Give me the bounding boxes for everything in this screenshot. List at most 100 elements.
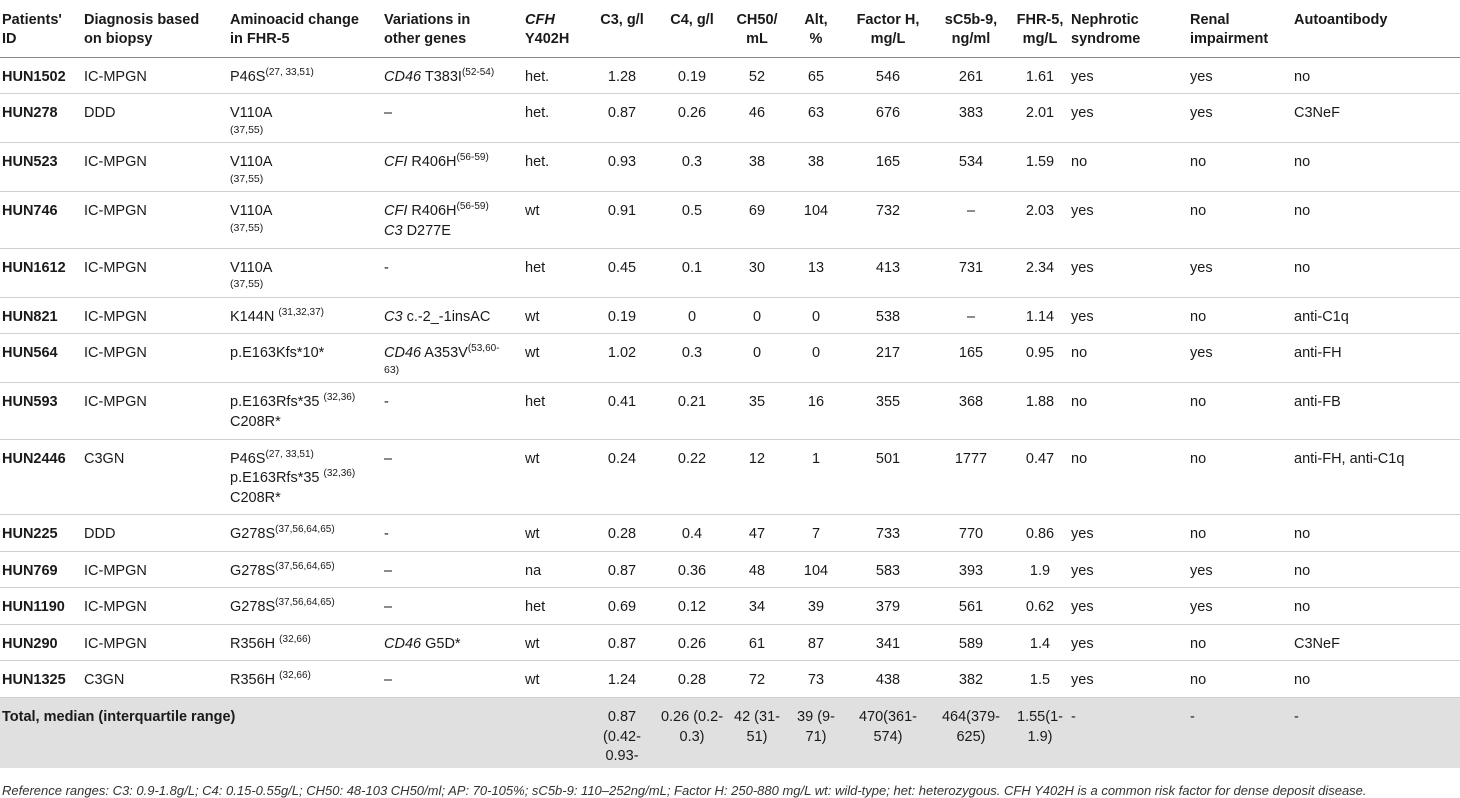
cfh-y402h: wt bbox=[525, 450, 540, 467]
aminoacid-change: P46S bbox=[230, 68, 266, 85]
table-footnote: Reference ranges: C3: 0.9-1.8g/L; C4: 0.… bbox=[2, 782, 1367, 798]
fhr5-cell: 1.14 bbox=[1011, 297, 1069, 335]
autoantibody-cell: no bbox=[1292, 514, 1460, 552]
total-fh: 470(361-574) bbox=[858, 709, 918, 745]
sc5b9-cell: 382 bbox=[931, 660, 1011, 698]
factor-h-value: 546 bbox=[875, 68, 901, 85]
table-row: HUN225 DDD G278S(37,56,64,65) - wt 0.28 0.4 47 7… bbox=[0, 514, 1460, 552]
autoantibody-cell: no bbox=[1292, 551, 1460, 589]
reference-superscript: (37,56,64,65) bbox=[275, 597, 335, 609]
autoantibody-value: no bbox=[1294, 672, 1311, 689]
fhr5-value: 1.5 bbox=[1029, 672, 1051, 689]
nephrotic-value: no bbox=[1071, 450, 1088, 467]
nephrotic-cell: yes bbox=[1069, 624, 1188, 662]
fhr5-value: 0.86 bbox=[1025, 526, 1055, 543]
diagnosis: IC-MPGN bbox=[84, 635, 147, 652]
aminoacid-cell: R356H (32,66) bbox=[228, 660, 382, 698]
aminoacid-line: G278S(37,56,64,65) bbox=[230, 560, 380, 582]
header-diagnosis: Diagnosis based on biopsy bbox=[82, 0, 228, 58]
cfh-cell: wt bbox=[523, 439, 587, 516]
variation-line: – bbox=[384, 450, 521, 470]
c3-cell: 0.41 bbox=[587, 382, 657, 440]
nephrotic-cell: yes bbox=[1069, 551, 1188, 589]
header-line2: % bbox=[809, 30, 823, 47]
alt-value: 7 bbox=[811, 526, 821, 543]
cfh-y402h: wt bbox=[525, 672, 540, 689]
header-line2: mg/L bbox=[1022, 30, 1058, 47]
diagnosis-cell: IC-MPGN bbox=[82, 624, 228, 662]
reference-line: (37,55) bbox=[230, 278, 264, 291]
factor-h-value: 165 bbox=[875, 154, 901, 171]
reference-superscript: (27, 33,51) bbox=[265, 66, 314, 78]
diagnosis-cell: IC-MPGN bbox=[82, 551, 228, 589]
header-line1: CH50/ bbox=[736, 12, 778, 28]
reference-superscript: (37,56,64,65) bbox=[275, 560, 335, 572]
sc5b9-value: – bbox=[966, 308, 976, 325]
variation-line: C3 D277E bbox=[384, 222, 521, 242]
aminoacid-line: C208R* bbox=[230, 489, 380, 509]
sc5b9-value: 770 bbox=[958, 526, 984, 543]
diagnosis-cell: IC-MPGN bbox=[82, 142, 228, 193]
fhr5-value: 1.14 bbox=[1025, 308, 1055, 325]
diagnosis: C3GN bbox=[84, 672, 125, 689]
c3-cell: 0.87 bbox=[587, 93, 657, 144]
gene-name: CD46 bbox=[384, 635, 422, 652]
c4-value: 0.22 bbox=[677, 450, 707, 467]
factor-h-cell: 732 bbox=[845, 191, 931, 249]
aminoacid-line: P46S(27, 33,51) bbox=[230, 449, 380, 470]
factor-h-value: 501 bbox=[875, 450, 901, 467]
aminoacid-change: G278S bbox=[230, 562, 276, 579]
c4-value: 0 bbox=[687, 308, 697, 325]
c3-value: 0.69 bbox=[607, 599, 637, 616]
fhr5-cell: 2.01 bbox=[1011, 93, 1069, 144]
aminoacid-cell: p.E163Rfs*35 (32,36) C208R* bbox=[228, 382, 382, 440]
ch50-value: 38 bbox=[748, 154, 766, 171]
ch50-value: 46 bbox=[748, 105, 766, 122]
fhr5-value: 0.62 bbox=[1025, 599, 1055, 616]
c3-cell: 0.93 bbox=[587, 142, 657, 193]
gene-name: CFI bbox=[384, 203, 408, 220]
c4-cell: 0.26 bbox=[657, 624, 727, 662]
patient-id-cell: HUN593 bbox=[0, 382, 82, 440]
factor-h-value: 676 bbox=[875, 105, 901, 122]
header-patient-id: Patients' ID bbox=[0, 0, 82, 58]
aminoacid-change: V110A bbox=[230, 105, 273, 122]
reference-line: 63) bbox=[384, 363, 400, 376]
diagnosis: DDD bbox=[84, 526, 116, 543]
aminoacid-line: V110A bbox=[230, 104, 380, 124]
ch50-cell: 30 bbox=[727, 248, 787, 298]
variations-cell: CFI R406H(56-59) C3 D277E bbox=[382, 191, 523, 249]
fhr5-cell: 0.95 bbox=[1011, 333, 1069, 384]
cfh-cell: wt bbox=[523, 660, 587, 698]
cfh-cell: wt bbox=[523, 624, 587, 662]
renal-value: no bbox=[1190, 308, 1207, 325]
alt-cell: 7 bbox=[787, 514, 845, 552]
variation-text: A353V bbox=[421, 345, 468, 362]
factor-h-cell: 165 bbox=[845, 142, 931, 193]
reference-superscript: (53,60- bbox=[467, 343, 500, 355]
variations-cell: C3 c.-2_-1insAC bbox=[382, 297, 523, 335]
patient-table: Patients' ID Diagnosis based on biopsy Amino… bbox=[0, 0, 1460, 768]
cfh-cell: na bbox=[523, 551, 587, 589]
header-sc5b9: sC5b-9, ng/ml bbox=[931, 0, 1011, 58]
patient-id: HUN290 bbox=[2, 635, 58, 652]
c4-value: 0.19 bbox=[677, 68, 707, 85]
ch50-cell: 12 bbox=[727, 439, 787, 516]
factor-h-value: 379 bbox=[875, 599, 901, 616]
nephrotic-value: yes bbox=[1071, 635, 1094, 652]
sc5b9-value: 165 bbox=[958, 345, 984, 362]
cfh-cell: wt bbox=[523, 333, 587, 384]
alt-value: 104 bbox=[803, 203, 829, 220]
cfh-y402h: het bbox=[525, 394, 546, 411]
c3-value: 1.02 bbox=[607, 345, 637, 362]
autoantibody-cell: anti-C1q bbox=[1292, 297, 1460, 335]
reference-line: (37,55) bbox=[230, 172, 264, 185]
variations-cell: – bbox=[382, 93, 523, 144]
ch50-cell: 0 bbox=[727, 297, 787, 335]
header-aminoacid-change: Aminoacid change in FHR-5 bbox=[228, 0, 382, 58]
ch50-value: 12 bbox=[748, 450, 766, 467]
autoantibody-cell: no bbox=[1292, 660, 1460, 698]
c3-cell: 0.91 bbox=[587, 191, 657, 249]
header-ch50: CH50/mL bbox=[727, 0, 787, 58]
table-row: HUN769 IC-MPGN G278S(37,56,64,65) – na 0.87 0.… bbox=[0, 551, 1460, 589]
